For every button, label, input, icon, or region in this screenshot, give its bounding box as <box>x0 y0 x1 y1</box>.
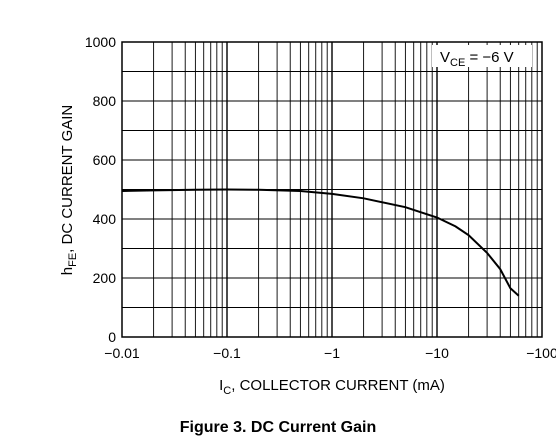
x-tick-label: −10 <box>425 345 449 361</box>
gain-curve <box>121 188 520 297</box>
grid-lines <box>122 42 542 337</box>
annotation-box <box>432 45 532 67</box>
y-tick-label: 200 <box>93 270 117 286</box>
y-tick-label: 1000 <box>85 34 116 50</box>
y-tick-label: 800 <box>93 93 117 109</box>
x-tick-label: −100 <box>526 345 556 361</box>
x-axis-label: IC, COLLECTOR CURRENT (mA) <box>219 377 445 397</box>
y-tick-label: 0 <box>108 329 116 345</box>
y-tick-labels: 0 200 400 600 800 1000 <box>85 34 116 345</box>
figure-caption: Figure 3. DC Current Gain <box>179 419 377 436</box>
x-tick-labels: −0.01 −0.1 −1 −10 −100 <box>104 345 556 361</box>
y-axis-label: hFE, DC CURRENT GAIN <box>59 105 79 275</box>
x-tick-label: −0.01 <box>104 345 140 361</box>
vce-annotation: VCE = −6 V <box>440 49 514 69</box>
y-tick-label: 400 <box>93 211 117 227</box>
x-tick-label: −0.1 <box>213 345 241 361</box>
x-tick-label: −1 <box>324 345 340 361</box>
plot-frame <box>121 41 543 338</box>
y-tick-label: 600 <box>93 152 117 168</box>
